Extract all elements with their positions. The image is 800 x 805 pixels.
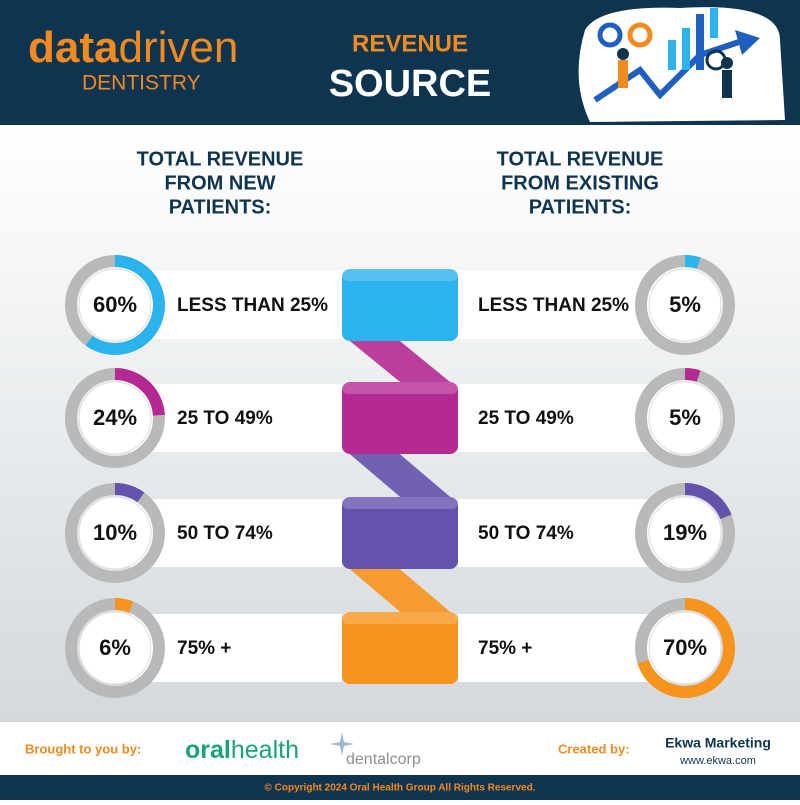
footer-bg: [0, 722, 800, 775]
row-label: LESS THAN 25%: [478, 295, 629, 316]
donut-value: 6%: [99, 635, 131, 660]
sponsor-part: health: [231, 736, 299, 764]
donut-arc: [114, 368, 165, 416]
donut-center: [78, 381, 152, 455]
donut-center: [648, 611, 722, 685]
donut-value: 19%: [663, 520, 707, 545]
sponsor: dentalcorp: [346, 751, 421, 768]
donut-center: [78, 496, 152, 570]
panel-heading: PATIENTS:: [169, 196, 272, 218]
logo: datadriven: [28, 23, 238, 72]
copyright: © Copyright 2024 Oral Health Group All R…: [265, 783, 536, 794]
ribbon-block: [342, 382, 458, 454]
panel-heading: FROM NEW: [164, 172, 275, 194]
footer-label: Brought to you by:: [25, 741, 141, 756]
row-label: LESS THAN 25%: [177, 295, 328, 316]
sponsor: oralhealth: [185, 736, 299, 764]
title: SOURCE: [329, 63, 492, 105]
ribbon-shine: [342, 612, 458, 624]
donut-arc: [684, 368, 701, 382]
row-label: 25 TO 49%: [478, 408, 574, 429]
donut-center: [648, 268, 722, 342]
panel-heading: TOTAL REVENUE: [497, 148, 664, 170]
donut-center: [648, 381, 722, 455]
title: REVENUE: [352, 30, 468, 57]
donut-arc: [114, 483, 145, 503]
row-label: 50 TO 74%: [177, 523, 273, 544]
donut-value: 60%: [93, 292, 137, 317]
donut-arc: [684, 483, 732, 520]
donut-arc: [637, 598, 735, 698]
ribbon-fold: [345, 565, 455, 616]
logo-sub: DENTISTRY: [82, 72, 201, 95]
creator-url: www.ekwa.com: [679, 755, 756, 767]
donut-center: [648, 496, 722, 570]
ribbon-shine: [342, 497, 458, 509]
panel-heading: FROM EXISTING: [501, 172, 659, 194]
logo-word: driven: [118, 23, 238, 72]
row-label: 75% +: [177, 638, 231, 659]
donut-center: [78, 611, 152, 685]
ribbon-block: [342, 497, 458, 569]
ribbon-fold: [345, 450, 455, 501]
panel-heading: TOTAL REVENUE: [137, 148, 304, 170]
row-label: 75% +: [478, 638, 532, 659]
sponsor-icon: [330, 732, 354, 756]
donut-value: 24%: [93, 405, 137, 430]
logo-word: data: [28, 23, 119, 72]
creator: Ekwa Marketing: [665, 735, 771, 751]
donut-value: 70%: [663, 635, 707, 660]
illustration: [578, 7, 785, 123]
panel-heading: PATIENTS:: [529, 196, 632, 218]
donut-value: 10%: [93, 520, 137, 545]
donut-value: 5%: [669, 405, 701, 430]
donut-arc: [114, 598, 134, 613]
copyright-bar: [0, 775, 800, 800]
donut-arc: [684, 255, 701, 269]
donut-value: 5%: [669, 292, 701, 317]
footer-label: Created by:: [558, 741, 630, 756]
ribbon-shine: [342, 269, 458, 281]
ribbon-block: [342, 269, 458, 341]
ribbon-shine: [342, 382, 458, 394]
donut-center: [78, 268, 152, 342]
ribbon-fold: [345, 337, 455, 386]
ribbon-block: [342, 612, 458, 684]
donut-arc: [85, 255, 165, 355]
row-label: 50 TO 74%: [478, 523, 574, 544]
sponsor-part: oral: [185, 736, 231, 764]
row-label: 25 TO 49%: [177, 408, 273, 429]
